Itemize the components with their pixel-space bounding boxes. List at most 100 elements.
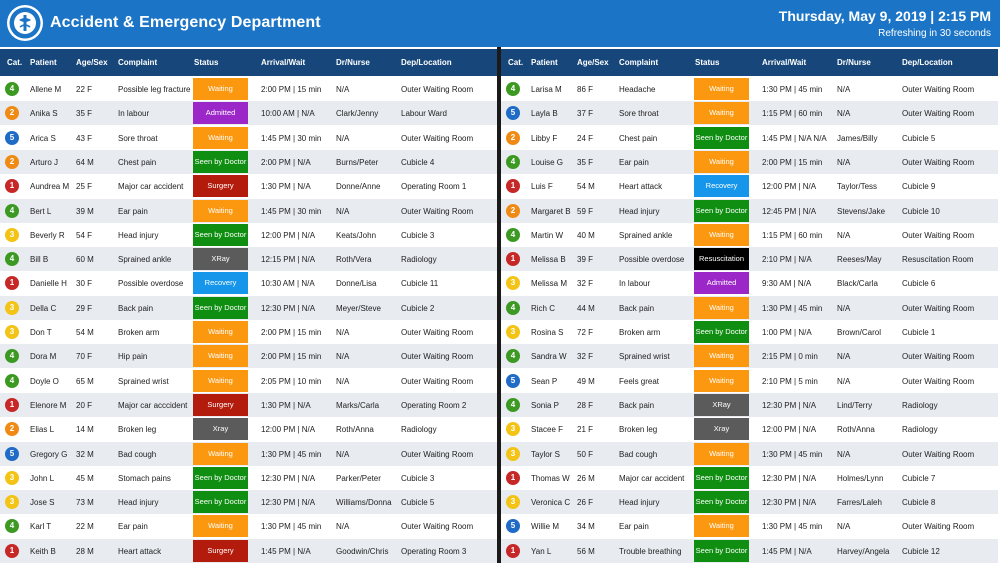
- arrival-wait: 10:30 AM | N/A: [261, 279, 315, 289]
- dr-nurse: N/A: [837, 230, 851, 240]
- patient-name: Thomas W: [531, 473, 570, 483]
- complaint: Broken leg: [619, 425, 658, 435]
- patient-name: Gregory G: [30, 449, 68, 459]
- dr-nurse: N/A: [837, 352, 851, 362]
- patient-name: Aundrea M: [30, 182, 70, 192]
- age-sex: 28 F: [577, 400, 594, 410]
- complaint: Sore throat: [619, 109, 659, 119]
- dep-location: Outer Waiting Room: [902, 157, 975, 167]
- category-badge: 2: [5, 154, 19, 169]
- arrival-wait: 12:30 PM | N/A: [261, 473, 316, 483]
- category-badge: 1: [506, 543, 520, 558]
- complaint: Back pain: [619, 303, 655, 313]
- arrival-wait: 12:45 PM | N/A: [762, 206, 817, 216]
- arrival-wait: 2:00 PM | N/A: [261, 157, 311, 167]
- age-sex: 54 M: [577, 182, 595, 192]
- category-badge: 4: [506, 300, 520, 315]
- status-badge: Seen by Doctor: [694, 491, 749, 514]
- header-agesex: Age/Sex: [577, 58, 609, 67]
- age-sex: 56 M: [577, 546, 595, 556]
- dep-location: Cubicle 3: [401, 230, 435, 240]
- complaint: Head injury: [118, 230, 159, 240]
- complaint: Major car acccident: [118, 400, 188, 410]
- patient-name: Stacee F: [531, 425, 564, 435]
- dr-nurse: N/A: [336, 376, 350, 386]
- header-status: Status: [194, 58, 219, 67]
- status-badge: Waiting: [193, 126, 248, 149]
- dr-nurse: N/A: [336, 85, 350, 94]
- dep-location: Cubicle 3: [401, 473, 435, 483]
- complaint: Possible overdose: [619, 255, 685, 265]
- category-badge: 1: [5, 276, 19, 291]
- patient-name: Arica S: [30, 133, 56, 143]
- patient-name: Della C: [30, 303, 57, 313]
- page-title: Accident & Emergency Department: [50, 14, 321, 31]
- dr-nurse: N/A: [837, 157, 851, 167]
- patient-name: Libby F: [531, 133, 558, 143]
- arrival-wait: 12:00 PM | N/A: [762, 182, 817, 192]
- age-sex: 45 M: [76, 473, 94, 483]
- age-sex: 30 F: [76, 279, 93, 289]
- category-badge: 4: [506, 397, 520, 412]
- patient-name: Karl T: [30, 522, 52, 532]
- table-row: 5 Sean P 49 M Feels great 2:10 PM | 5 min N/A…: [501, 369, 998, 393]
- table-row: 3 Rosina S 72 F Broken arm 1:00 PM | N/A Brow…: [501, 320, 998, 344]
- dep-location: Cubicle 10: [902, 206, 940, 216]
- current-datetime: Thursday, May 9, 2019 | 2:15 PM: [778, 8, 991, 24]
- patient-name: Larisa M: [531, 85, 562, 94]
- dr-nurse: Donne/Anne: [336, 182, 381, 192]
- status-badge: Seen by Doctor: [694, 539, 749, 562]
- status-badge: Waiting: [193, 78, 248, 100]
- age-sex: 28 M: [76, 546, 94, 556]
- arrival-wait: 2:00 PM | 15 min: [261, 352, 322, 362]
- dep-location: Outer Waiting Room: [902, 449, 975, 459]
- status-badge: Waiting: [193, 321, 248, 343]
- table-row: 1 Luis F 54 M Heart attack 12:00 PM | N/A Tay…: [501, 174, 998, 198]
- age-sex: 43 F: [76, 133, 93, 143]
- dr-nurse: Stevens/Jake: [837, 206, 886, 216]
- table-row: 4 Sandra W 32 F Sprained wrist 2:15 PM | 0 m…: [501, 344, 998, 369]
- arrival-wait: 1:00 PM | N/A: [762, 328, 812, 337]
- dr-nurse: Farres/Laleh: [837, 498, 882, 508]
- dep-location: Cubicle 9: [902, 182, 936, 192]
- patient-name: Keith B: [30, 546, 56, 556]
- arrival-wait: 1:30 PM | 45 min: [762, 522, 823, 532]
- category-badge: 2: [506, 203, 520, 218]
- table-header: Cat. Patient Age/Sex Complaint Status Ar…: [501, 49, 998, 76]
- category-badge: 1: [506, 252, 520, 267]
- status-badge: Seen by Doctor: [193, 466, 248, 489]
- age-sex: 35 F: [76, 109, 93, 119]
- dr-nurse: Roth/Anna: [837, 425, 875, 435]
- dr-nurse: Black/Carla: [837, 279, 878, 289]
- status-badge: Waiting: [694, 296, 749, 319]
- arrival-wait: 12:00 PM | N/A: [261, 230, 316, 240]
- category-badge: 2: [5, 106, 19, 121]
- table-row: 4 Rich C 44 M Back pain 1:30 PM | 45 min N/A O…: [501, 295, 998, 320]
- status-badge: Admitted: [694, 272, 749, 295]
- dr-nurse: N/A: [837, 303, 851, 313]
- dep-location: Labour Ward: [401, 109, 447, 119]
- header-status: Status: [695, 58, 720, 67]
- complaint: Broken leg: [118, 425, 157, 435]
- dep-location: Outer Waiting Room: [902, 85, 975, 94]
- arrival-wait: 1:30 PM | 45 min: [261, 522, 322, 532]
- header-cat: Cat.: [508, 58, 524, 67]
- arrival-wait: 1:30 PM | 45 min: [762, 303, 823, 313]
- dep-location: Outer Waiting Room: [401, 328, 474, 337]
- dep-location: Outer Waiting Room: [902, 303, 975, 313]
- dr-nurse: Roth/Vera: [336, 255, 372, 265]
- category-badge: 3: [506, 446, 520, 461]
- age-sex: 32 M: [76, 449, 94, 459]
- patient-name: Melissa M: [531, 279, 568, 289]
- category-badge: 4: [5, 203, 19, 218]
- dr-nurse: Clark/Jenny: [336, 109, 379, 119]
- complaint: Bad cough: [118, 449, 157, 459]
- dep-location: Operating Room 3: [401, 546, 467, 556]
- complaint: Chest pain: [619, 133, 658, 143]
- arrival-wait: 12:15 PM | N/A: [261, 255, 316, 265]
- age-sex: 21 F: [577, 425, 594, 435]
- category-badge: 1: [5, 397, 19, 412]
- complaint: Heart attack: [619, 182, 663, 192]
- age-sex: 65 M: [76, 376, 94, 386]
- age-sex: 26 F: [577, 498, 594, 508]
